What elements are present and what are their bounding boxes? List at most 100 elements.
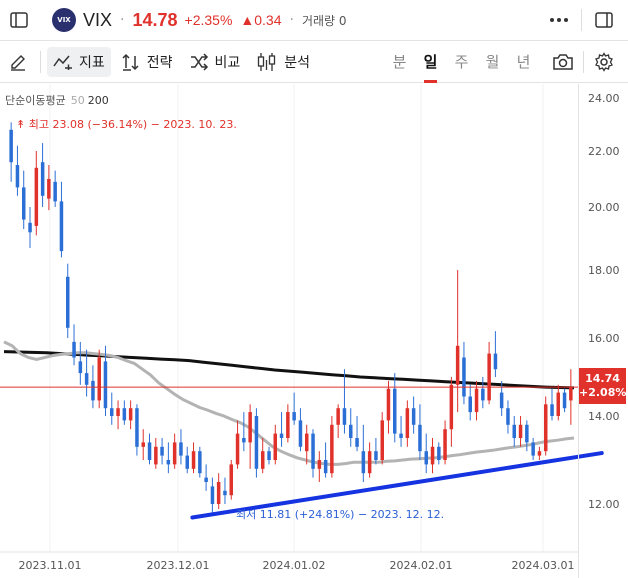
candle-body: [279, 433, 284, 438]
candle-body: [185, 455, 189, 469]
candle-body: [550, 404, 554, 416]
analysis-button[interactable]: 분석: [250, 47, 316, 77]
period-year[interactable]: 년: [516, 52, 531, 71]
candle-body: [210, 486, 215, 504]
pen-icon[interactable]: [2, 46, 34, 78]
price-chart[interactable]: 단순이동평균 50 200 ↟ 최고 23.08 (−36.14%) − 2023.…: [0, 84, 628, 578]
candle-body: [242, 438, 246, 443]
period-selector: 분 일 주 월 년: [384, 42, 539, 83]
candle-body: [449, 384, 454, 430]
candle-body: [380, 420, 384, 460]
strategy-label: 전략: [146, 55, 173, 71]
candle-body: [261, 451, 265, 469]
candle-body: [468, 396, 472, 413]
candle-body: [556, 392, 560, 416]
candle-body: [531, 442, 535, 456]
divider: [581, 9, 582, 31]
arrow-up-icon: ↟: [16, 118, 26, 131]
candle-body: [544, 404, 548, 452]
trendline[interactable]: [190, 451, 604, 520]
sidebar-toggle-icon[interactable]: [3, 4, 35, 36]
analysis-label: 분석: [284, 55, 311, 71]
candle-body: [15, 165, 20, 188]
candle-body: [154, 446, 158, 465]
trendline-path: [190, 451, 604, 520]
candle-body: [66, 276, 70, 328]
x-tick: 2024.01.02: [262, 559, 326, 572]
candle-body: [53, 181, 57, 202]
candle-body: [367, 451, 372, 474]
candle-body: [141, 442, 145, 447]
more-icon[interactable]: [543, 4, 575, 36]
change-percent: +2.35%: [184, 12, 233, 28]
candle-body: [374, 451, 378, 460]
y-tick: 14.00: [588, 410, 620, 423]
candle-body: [191, 451, 196, 469]
y-axis[interactable]: 24.00 22.00 20.00 18.00 16.00 14.00 12.0…: [578, 84, 628, 578]
symbol-name[interactable]: VIX: [83, 9, 113, 30]
y-tick: 24.00: [588, 92, 620, 105]
indicators-label: 지표: [79, 55, 105, 71]
candle-body: [273, 433, 277, 460]
candle-body: [512, 424, 516, 438]
candle-body: [487, 353, 491, 401]
candle-body: [254, 416, 259, 469]
high-annotation-text: 최고 23.08 (−36.14%) − 2023. 10. 23.: [28, 118, 237, 131]
legend-ma50: 50: [70, 94, 85, 107]
candle-body: [474, 388, 479, 413]
candle-body: [179, 442, 183, 456]
candle-body: [172, 442, 177, 465]
last-price-tag: 14.74 +2.08%: [579, 368, 626, 404]
y-tick: 20.00: [588, 201, 620, 214]
grid: [0, 84, 578, 553]
candle-body: [424, 451, 428, 465]
candle-body: [84, 373, 89, 385]
candle-body: [462, 357, 466, 397]
candle-body: [166, 460, 171, 465]
candle-body: [336, 408, 340, 425]
candle-body: [405, 408, 410, 438]
legend[interactable]: 단순이동평균 50 200: [5, 92, 109, 108]
separator-dot: ·: [289, 12, 294, 28]
period-week[interactable]: 주: [454, 52, 469, 71]
divider: [40, 51, 41, 73]
candle-body: [323, 460, 328, 474]
gear-icon[interactable]: [588, 46, 620, 78]
candle-body: [317, 460, 322, 469]
candle-body: [223, 490, 227, 496]
compare-button[interactable]: 비교: [183, 47, 247, 77]
candle-body: [562, 392, 567, 409]
high-annotation: ↟ 최고 23.08 (−36.14%) − 2023. 10. 23.: [16, 116, 237, 132]
candle-body: [499, 392, 504, 409]
candle-body: [72, 341, 76, 358]
strategy-button[interactable]: 전략: [115, 47, 179, 77]
candle-body: [267, 451, 271, 460]
candle-body: [248, 412, 252, 443]
candle-body: [525, 424, 529, 443]
chart-canvas[interactable]: [0, 84, 628, 578]
indicator-icon: [53, 55, 72, 70]
candle-body: [411, 408, 416, 425]
candle-body: [103, 361, 108, 409]
y-tick: 22.00: [588, 145, 620, 158]
candle-body: [330, 424, 334, 474]
candle-body: [9, 129, 13, 163]
last-price-change: +2.08%: [579, 386, 627, 399]
candle-body: [160, 446, 164, 456]
current-price: 14.78: [132, 9, 178, 30]
period-minute[interactable]: 분: [392, 52, 407, 71]
panel-toggle-icon[interactable]: [588, 4, 620, 36]
candle-body: [91, 380, 95, 401]
period-day[interactable]: 일: [415, 42, 446, 83]
candle-body: [443, 429, 447, 460]
candle-body: [386, 388, 391, 421]
camera-icon[interactable]: [547, 46, 579, 78]
period-month[interactable]: 월: [485, 52, 500, 71]
divider: [583, 51, 584, 73]
chart-toolbar: 지표 전략 비교 분석 분 일 주 월 년: [0, 42, 628, 83]
low-annotation-text: 최저 11.81 (+24.81%) − 2023. 12. 12.: [236, 508, 445, 521]
candle-body: [204, 477, 208, 482]
x-tick: 2024.02.01: [389, 559, 453, 572]
indicators-button[interactable]: 지표: [47, 47, 111, 77]
x-tick: 2023.11.01: [18, 559, 82, 572]
